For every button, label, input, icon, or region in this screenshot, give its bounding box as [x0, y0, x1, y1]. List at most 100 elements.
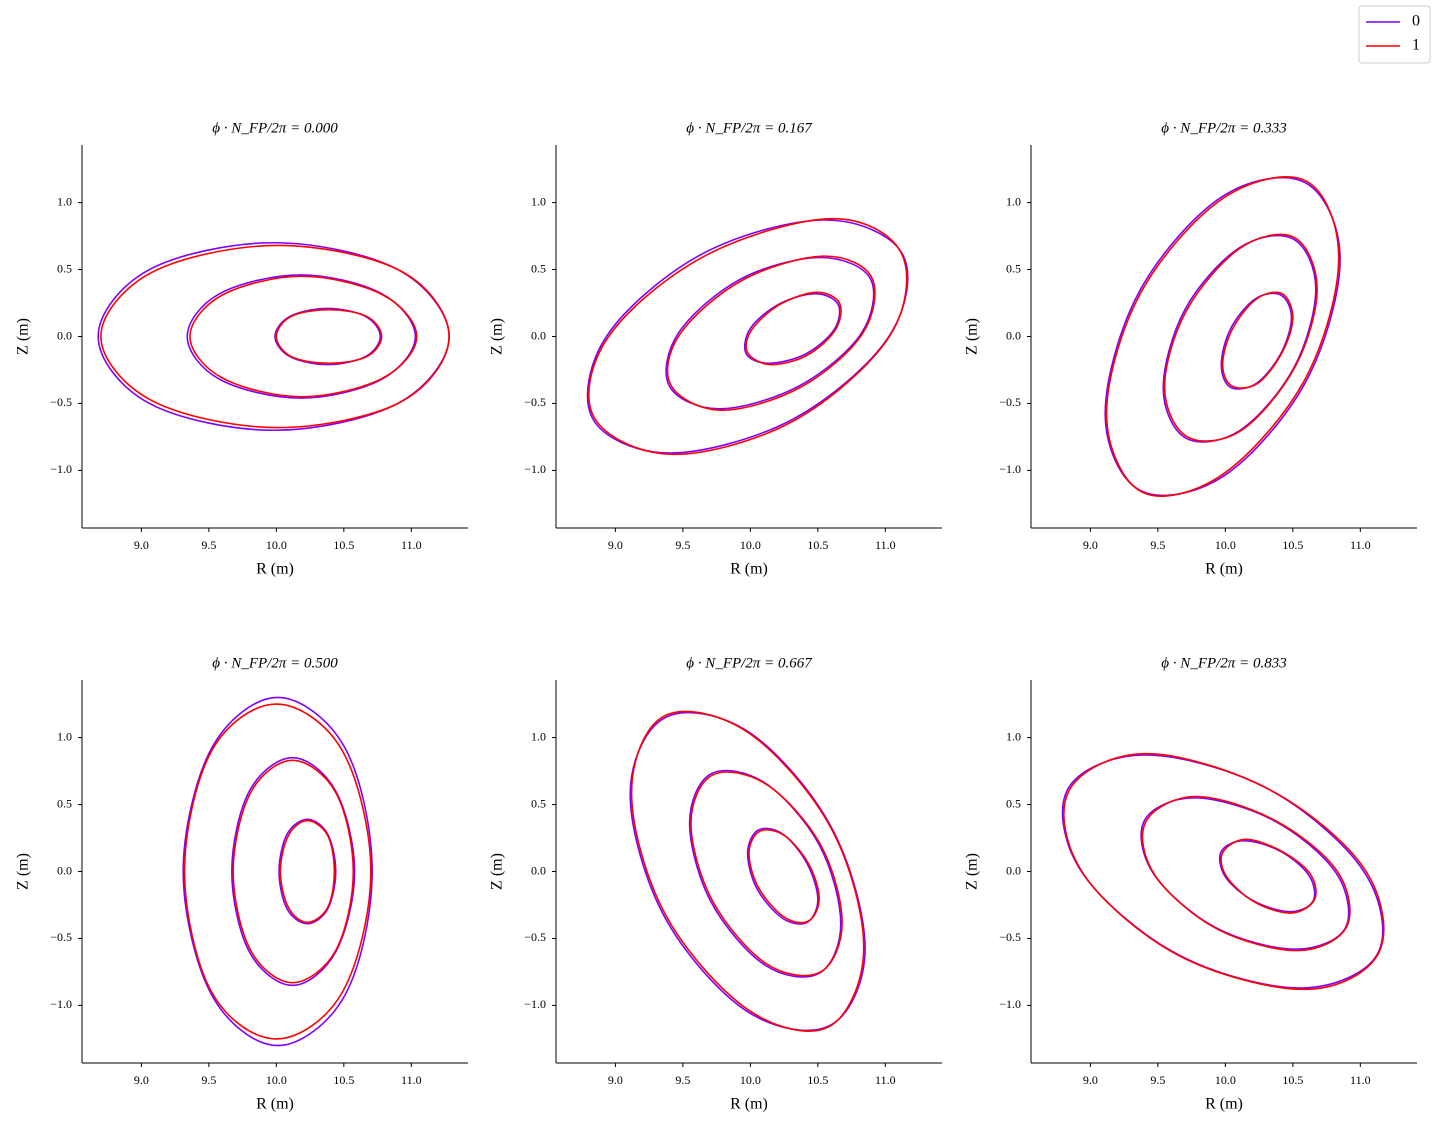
y-tick-label: 1.0: [531, 729, 546, 743]
legend-label: 0: [1412, 13, 1420, 30]
flux-surface: [275, 308, 383, 365]
x-tick-label: 11.0: [401, 538, 422, 552]
flux-surface: [1140, 797, 1350, 950]
y-tick-label: 1.0: [1006, 729, 1021, 743]
flux-surface: [100, 244, 450, 429]
x-tick-label: 9.5: [201, 1073, 216, 1087]
flux-surface: [1218, 839, 1316, 913]
flux-surface: [588, 217, 908, 456]
y-tick-label: −1.0: [50, 997, 72, 1011]
flux-surface: [630, 710, 865, 1032]
chart-title: ϕ · N_FP/2π = 0.167: [686, 120, 813, 136]
x-tick-label: 10.0: [266, 538, 287, 552]
y-tick-label: 0.0: [1006, 328, 1021, 342]
legend-box: [1358, 5, 1431, 64]
flux-surface: [1220, 292, 1293, 390]
y-tick-label: 1.0: [531, 194, 546, 208]
x-tick-label: 9.0: [134, 538, 149, 552]
x-tick-label: 10.5: [1282, 538, 1303, 552]
y-tick-label: −0.5: [50, 395, 72, 409]
flux-surface: [748, 829, 820, 924]
chart-title: ϕ · N_FP/2π = 0.833: [1161, 655, 1286, 671]
x-tick-label: 9.5: [1150, 1073, 1165, 1087]
legend-label: 1: [1412, 37, 1420, 54]
y-tick-label: −1.0: [524, 997, 546, 1011]
flux-surface: [666, 255, 876, 411]
x-tick-label: 11.0: [875, 538, 896, 552]
flux-surface: [745, 291, 842, 366]
x-axis-label: R (m): [256, 1096, 294, 1113]
flux-surface: [586, 219, 909, 454]
y-tick-label: −1.0: [524, 462, 546, 476]
x-tick-label: 10.5: [807, 1073, 828, 1087]
x-axis-label: R (m): [730, 1096, 768, 1113]
x-tick-label: 9.0: [1083, 1073, 1098, 1087]
x-tick-label: 9.0: [608, 538, 623, 552]
flux-surface: [1221, 291, 1294, 389]
flux-surface: [1220, 838, 1317, 914]
y-tick-label: 0.5: [57, 261, 72, 275]
flux-surface: [1104, 176, 1341, 497]
y-tick-label: 0.0: [531, 328, 546, 342]
flux-surface: [743, 292, 841, 365]
y-tick-label: −1.0: [999, 997, 1021, 1011]
flux-surface: [97, 241, 450, 432]
y-tick-label: 1.0: [57, 729, 72, 743]
x-tick-label: 9.0: [608, 1073, 623, 1087]
x-tick-label: 10.0: [1215, 1073, 1236, 1087]
y-tick-label: −0.5: [999, 395, 1021, 409]
flux-surface: [690, 771, 843, 977]
flux-surface: [688, 769, 842, 978]
flux-surface: [279, 819, 336, 924]
x-tick-label: 9.5: [201, 538, 216, 552]
y-tick-label: 0.0: [1006, 863, 1021, 877]
x-axis-label: R (m): [1205, 561, 1243, 578]
y-tick-label: 0.5: [1006, 796, 1021, 810]
flux-surface: [182, 696, 373, 1047]
y-tick-label: 0.5: [531, 261, 546, 275]
y-axis-label: Z (m): [15, 853, 32, 890]
y-axis-label: Z (m): [489, 853, 506, 890]
x-tick-label: 10.0: [266, 1073, 287, 1087]
x-tick-label: 10.0: [740, 538, 761, 552]
x-tick-label: 11.0: [1350, 1073, 1371, 1087]
chart-title: ϕ · N_FP/2π = 0.333: [1161, 120, 1286, 136]
x-tick-label: 10.0: [1215, 538, 1236, 552]
y-tick-label: 0.0: [531, 863, 546, 877]
x-axis-label: R (m): [256, 561, 294, 578]
y-tick-label: 1.0: [1006, 194, 1021, 208]
y-tick-label: 0.5: [1006, 261, 1021, 275]
x-tick-label: 10.5: [807, 538, 828, 552]
flux-surface: [232, 759, 355, 984]
y-tick-label: −1.0: [999, 462, 1021, 476]
y-tick-label: 0.0: [57, 863, 72, 877]
y-axis-label: Z (m): [15, 318, 32, 355]
flux-surface: [746, 827, 819, 925]
x-tick-label: 10.5: [333, 538, 354, 552]
x-tick-label: 10.5: [1282, 1073, 1303, 1087]
y-axis-label: Z (m): [489, 318, 506, 355]
y-tick-label: −0.5: [50, 930, 72, 944]
flux-surface: [1141, 795, 1351, 952]
flux-surface: [186, 274, 417, 399]
y-tick-label: −0.5: [524, 930, 546, 944]
y-axis-label: Z (m): [964, 318, 981, 355]
x-tick-label: 11.0: [401, 1073, 422, 1087]
flux-surface: [1162, 234, 1317, 443]
y-tick-label: 1.0: [57, 194, 72, 208]
y-tick-label: 0.0: [57, 328, 72, 342]
y-tick-label: −0.5: [524, 395, 546, 409]
x-tick-label: 10.0: [740, 1073, 761, 1087]
flux-surface: [1063, 752, 1385, 991]
x-axis-label: R (m): [730, 561, 768, 578]
x-axis-label: R (m): [1205, 1096, 1243, 1113]
flux-surface: [629, 711, 866, 1032]
x-tick-label: 10.5: [333, 1073, 354, 1087]
x-tick-label: 11.0: [875, 1073, 896, 1087]
x-tick-label: 9.5: [675, 1073, 690, 1087]
flux-surface: [189, 275, 418, 398]
chart-title: ϕ · N_FP/2π = 0.500: [212, 655, 338, 671]
x-tick-label: 9.0: [134, 1073, 149, 1087]
y-tick-label: −0.5: [999, 930, 1021, 944]
x-tick-label: 11.0: [1350, 538, 1371, 552]
